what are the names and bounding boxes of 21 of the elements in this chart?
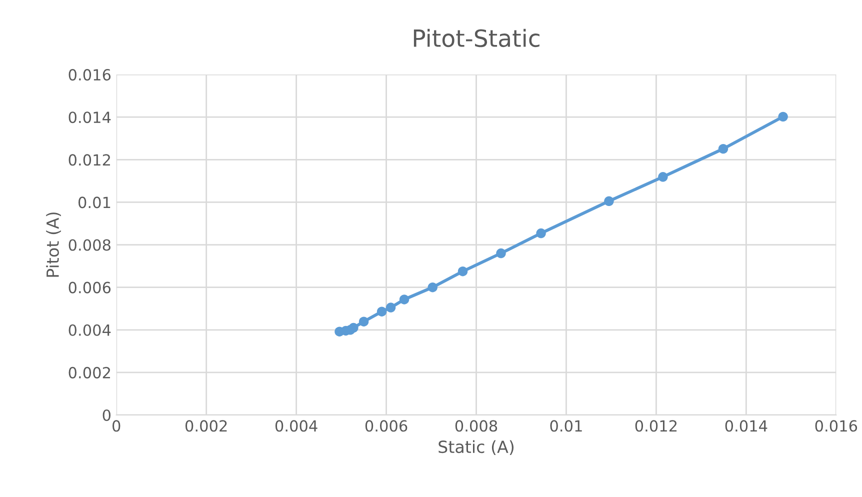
x-tick-label: 0	[112, 420, 120, 432]
y-tick-label: 0.012	[68, 154, 110, 166]
x-tick-label: 0.01	[550, 420, 582, 432]
x-tick-label: 0.008	[455, 420, 498, 432]
y-tick-label: 0.016	[68, 69, 111, 81]
x-tick-label: 0.014	[725, 420, 768, 432]
x-tick-label: 0.002	[185, 420, 227, 432]
y-tick-label: 0.008	[68, 239, 110, 251]
x-tick-label: 0.006	[365, 420, 408, 432]
x-tick-label: 0.004	[275, 420, 318, 432]
chart-title: Pitot-Static	[414, 28, 540, 48]
x-tick-label: 0.012	[635, 420, 677, 432]
y-tick-label: 0.01	[78, 196, 110, 208]
x-axis-title: Static (A)	[438, 440, 514, 456]
y-tick-label: 0.004	[68, 324, 111, 336]
y-tick-label: 0	[102, 409, 110, 422]
x-tick-label: 0.016	[815, 420, 858, 432]
y-axis-title: Pitot (A)	[46, 212, 61, 277]
y-tick-label: 0.002	[68, 366, 110, 378]
y-tick-label: 0.006	[68, 282, 111, 294]
y-tick-label: 0.014	[68, 112, 111, 124]
